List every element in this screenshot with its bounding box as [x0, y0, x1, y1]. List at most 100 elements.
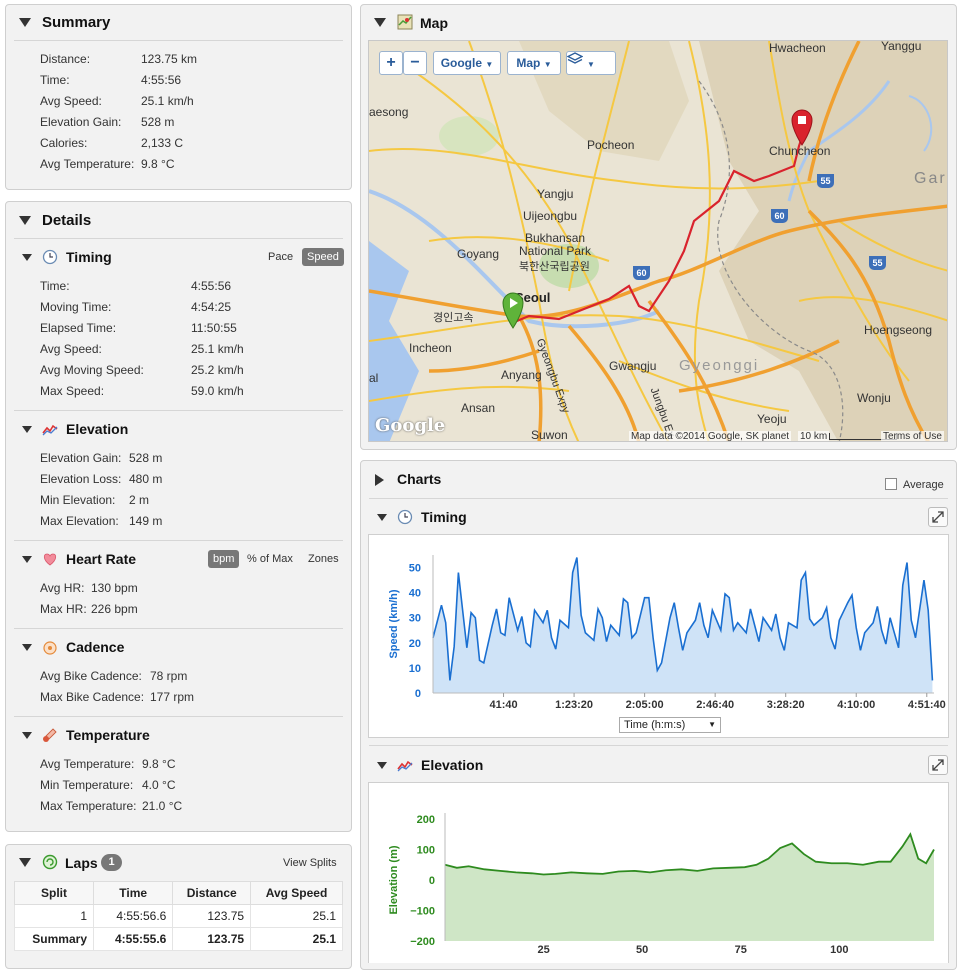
- stat-label: Max Temperature:: [40, 799, 137, 813]
- column-header-split[interactable]: Split: [14, 881, 94, 905]
- timing-title: Timing: [66, 249, 112, 265]
- column-header-avg-speed[interactable]: Avg Speed: [250, 881, 343, 905]
- start-marker-icon[interactable]: [501, 291, 525, 329]
- laps-title: Laps: [65, 855, 98, 871]
- collapse-cadence-icon[interactable]: [22, 644, 32, 651]
- average-checkbox[interactable]: [885, 478, 897, 490]
- summary-title: Summary: [42, 14, 111, 31]
- x-tick-label: 3:28:20: [767, 699, 805, 711]
- collapse-summary-icon[interactable]: [19, 18, 31, 27]
- zoom-in-button[interactable]: +: [379, 51, 403, 75]
- collapse-laps-icon[interactable]: [19, 858, 31, 867]
- chevron-down-icon: ▼: [708, 720, 716, 729]
- speed-line: [432, 557, 934, 681]
- stat-label: Elevation Loss:: [40, 472, 122, 486]
- x-axis-select[interactable]: Time (h:m:s) ▼: [619, 717, 721, 733]
- column-header-time[interactable]: Time: [92, 881, 174, 905]
- summary-panel: Summary Distance: 123.75 km Time: 4:55:56 Av…: [5, 4, 352, 190]
- view-splits-link[interactable]: View Splits: [283, 857, 337, 869]
- column-header-distance[interactable]: Distance: [172, 881, 252, 905]
- stat-label: Min Temperature:: [40, 778, 134, 792]
- stat-value: 149 m: [129, 514, 163, 528]
- x-axis-select-label: Time (h:m:s): [624, 719, 686, 731]
- speed-area: [433, 557, 933, 693]
- map-type-label: Map: [516, 56, 541, 70]
- stat-value: 21.0 °C: [142, 799, 183, 813]
- y-tick-label: 50: [409, 563, 421, 575]
- map-label: Gar: [914, 170, 947, 187]
- expand-timing-chart-button[interactable]: [928, 507, 948, 527]
- map-view[interactable]: 55 60 60 55 Hwacheon Yanggu aesong Poche…: [368, 40, 948, 442]
- x-tick-label: 100: [830, 944, 848, 956]
- pace-toggle[interactable]: Pace: [268, 251, 294, 263]
- map-label: Anyang: [501, 368, 542, 382]
- stat-value: 480 m: [129, 472, 163, 486]
- stat-label: Elevation Gain:: [40, 451, 122, 465]
- percent-of-max-toggle[interactable]: % of Max: [247, 553, 293, 565]
- zoom-out-button[interactable]: −: [403, 51, 427, 75]
- stat-value: 9.8 °C: [141, 157, 175, 171]
- collapse-temperature-icon[interactable]: [22, 732, 32, 739]
- terms-of-use-link[interactable]: Terms of Use: [881, 431, 944, 442]
- expand-charts-icon[interactable]: [375, 474, 384, 486]
- clock-icon: [397, 509, 413, 525]
- heart-rate-title: Heart Rate: [66, 551, 137, 567]
- collapse-timing-chart-icon[interactable]: [377, 514, 387, 521]
- y-tick-label: 10: [409, 663, 421, 675]
- speed-toggle[interactable]: Speed: [302, 248, 344, 266]
- bpm-toggle[interactable]: bpm: [208, 550, 240, 568]
- map-label: Wonju: [857, 391, 891, 405]
- details-divider: [14, 238, 343, 239]
- stat-value: 59.0 km/h: [191, 384, 244, 398]
- stat-label: Max Elevation:: [40, 514, 119, 528]
- collapse-map-icon[interactable]: [374, 18, 386, 27]
- stat-label: Max Speed:: [40, 384, 105, 398]
- collapse-timing-icon[interactable]: [22, 254, 32, 261]
- map-type-dropdown[interactable]: Map ▼: [507, 51, 561, 75]
- y-tick-label: 20: [409, 638, 421, 650]
- y-tick-label: 0: [429, 875, 435, 887]
- thermometer-icon: [43, 728, 57, 742]
- map-layers-dropdown[interactable]: ▼: [566, 51, 616, 75]
- stat-value: 11:50:55: [191, 321, 237, 335]
- collapse-elevation-icon[interactable]: [22, 426, 32, 433]
- stat-value: 528 m: [141, 115, 175, 129]
- map-label: Yangju: [537, 187, 574, 201]
- map-label: Ansan: [461, 401, 496, 415]
- details-panel: Details Timing Pace Speed Time: 4:55:56 Mo…: [5, 201, 352, 832]
- map-label: Bukhansan: [525, 231, 586, 245]
- stat-label: Elapsed Time:: [40, 321, 117, 335]
- map-label: 경인고속: [433, 312, 474, 324]
- layers-icon: [567, 52, 583, 64]
- collapse-details-icon[interactable]: [19, 216, 31, 225]
- charts-title: Charts: [397, 471, 442, 487]
- summary-split: Summary: [14, 927, 94, 951]
- map-label: aesong: [369, 105, 409, 119]
- end-marker-icon[interactable]: [790, 108, 814, 146]
- stat-value: 4:55:56: [141, 73, 182, 87]
- map-label: Hoengseong: [864, 323, 933, 337]
- laps-table: Split Time Distance Avg Speed 1 4:55:56.…: [14, 881, 343, 951]
- collapse-elevation-chart-icon[interactable]: [377, 762, 387, 769]
- collapse-heart-rate-icon[interactable]: [22, 556, 32, 563]
- map-provider-dropdown[interactable]: Google ▼: [433, 51, 501, 75]
- x-tick-label: 2:05:00: [626, 699, 664, 711]
- heart-rate-divider: [14, 628, 343, 629]
- elevation-title: Elevation: [66, 421, 129, 437]
- timing-divider: [14, 410, 343, 411]
- expand-icon: [932, 759, 944, 771]
- stat-value: 9.8 °C: [142, 757, 176, 771]
- elevation-chart-title: Elevation: [421, 757, 484, 773]
- stat-value: 4:55:56: [191, 279, 232, 293]
- charts-divider: [369, 498, 948, 499]
- map-label: Chuncheon: [769, 144, 831, 158]
- x-tick-label: 41:40: [489, 699, 517, 711]
- table-row[interactable]: 1 4:55:56.6 123.75 25.1: [14, 904, 343, 928]
- y-tick-label: 0: [415, 688, 421, 700]
- elevation-chart[interactable]: −200 −100 0 100 200 25 50 75 100 Elevation (m): [368, 782, 949, 963]
- route-shield: 60: [771, 209, 788, 223]
- summary-time: 4:55:55.6: [92, 927, 174, 951]
- timing-chart[interactable]: 0 10 20 30 40 50 41:40 1:23:20 2:05:00 2:46:40 3:2…: [368, 534, 949, 738]
- expand-elevation-chart-button[interactable]: [928, 755, 948, 775]
- zones-toggle[interactable]: Zones: [308, 553, 339, 565]
